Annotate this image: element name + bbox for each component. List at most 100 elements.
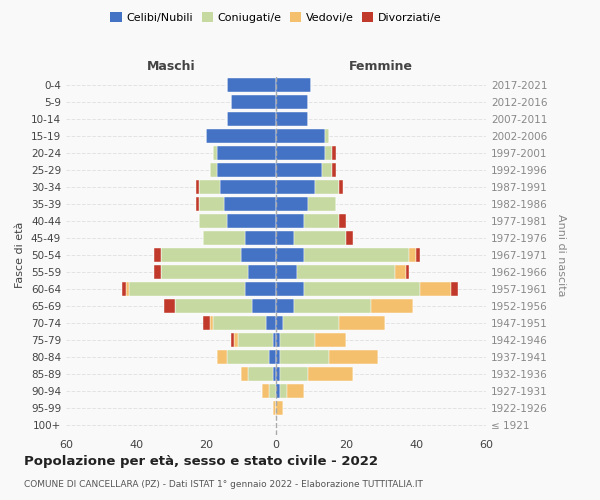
Y-axis label: Fasce di età: Fasce di età — [16, 222, 25, 288]
Bar — [276, 231, 293, 245]
Bar — [217, 350, 227, 364]
Bar — [280, 350, 329, 364]
Bar — [276, 95, 308, 109]
Bar — [339, 214, 346, 228]
Bar — [419, 282, 451, 296]
Bar — [276, 248, 304, 262]
Bar — [280, 333, 314, 347]
Bar — [276, 112, 308, 126]
Bar — [276, 316, 283, 330]
Bar — [276, 78, 311, 92]
Bar — [276, 163, 322, 177]
Bar — [332, 163, 335, 177]
Bar — [206, 129, 276, 143]
Bar — [332, 146, 335, 160]
Bar — [276, 265, 297, 279]
Bar — [346, 231, 353, 245]
Bar — [220, 180, 276, 194]
Bar — [248, 265, 276, 279]
Bar — [276, 384, 280, 398]
Bar — [293, 299, 371, 313]
Bar — [199, 214, 227, 228]
Bar — [272, 333, 276, 347]
Bar — [209, 163, 217, 177]
Bar — [304, 282, 419, 296]
Bar — [395, 265, 406, 279]
Bar — [276, 197, 308, 211]
Bar — [161, 265, 248, 279]
Bar — [276, 146, 325, 160]
Bar — [262, 384, 269, 398]
Bar — [276, 282, 304, 296]
Bar — [371, 299, 413, 313]
Text: Maschi: Maschi — [146, 60, 196, 74]
Bar — [293, 231, 346, 245]
Bar — [241, 367, 248, 381]
Bar — [451, 282, 458, 296]
Bar — [161, 248, 241, 262]
Bar — [304, 214, 339, 228]
Bar — [164, 299, 175, 313]
Bar — [280, 367, 308, 381]
Bar — [154, 248, 161, 262]
Bar — [339, 316, 385, 330]
Bar — [283, 316, 339, 330]
Bar — [304, 248, 409, 262]
Bar — [154, 265, 161, 279]
Bar — [314, 180, 339, 194]
Bar — [122, 282, 125, 296]
Bar — [241, 248, 276, 262]
Bar — [276, 367, 280, 381]
Bar — [409, 248, 416, 262]
Text: COMUNE DI CANCELLARA (PZ) - Dati ISTAT 1° gennaio 2022 - Elaborazione TUTTITALIA: COMUNE DI CANCELLARA (PZ) - Dati ISTAT 1… — [24, 480, 423, 489]
Bar — [325, 129, 329, 143]
Bar — [238, 333, 272, 347]
Bar — [125, 282, 129, 296]
Bar — [199, 197, 223, 211]
Bar — [322, 163, 332, 177]
Bar — [287, 384, 304, 398]
Legend: Celibi/Nubili, Coniugati/e, Vedovi/e, Divorziati/e: Celibi/Nubili, Coniugati/e, Vedovi/e, Di… — [106, 8, 446, 28]
Bar — [251, 299, 276, 313]
Bar — [245, 231, 276, 245]
Bar — [227, 350, 269, 364]
Bar — [276, 129, 325, 143]
Bar — [217, 163, 276, 177]
Bar — [245, 282, 276, 296]
Bar — [339, 180, 343, 194]
Bar — [314, 333, 346, 347]
Bar — [269, 350, 276, 364]
Bar — [329, 350, 377, 364]
Bar — [276, 350, 280, 364]
Y-axis label: Anni di nascita: Anni di nascita — [556, 214, 566, 296]
Bar — [175, 299, 251, 313]
Bar — [308, 367, 353, 381]
Bar — [272, 401, 276, 415]
Bar — [227, 112, 276, 126]
Bar — [265, 316, 276, 330]
Bar — [230, 333, 234, 347]
Bar — [248, 367, 272, 381]
Bar — [203, 231, 245, 245]
Bar — [297, 265, 395, 279]
Bar — [406, 265, 409, 279]
Bar — [213, 146, 217, 160]
Bar — [129, 282, 245, 296]
Bar — [196, 197, 199, 211]
Bar — [203, 316, 209, 330]
Bar — [223, 197, 276, 211]
Text: Popolazione per età, sesso e stato civile - 2022: Popolazione per età, sesso e stato civil… — [24, 455, 378, 468]
Bar — [276, 214, 304, 228]
Bar — [276, 333, 280, 347]
Bar — [196, 180, 199, 194]
Bar — [217, 146, 276, 160]
Bar — [199, 180, 220, 194]
Bar — [276, 180, 314, 194]
Bar — [416, 248, 419, 262]
Bar — [308, 197, 335, 211]
Text: Femmine: Femmine — [349, 60, 413, 74]
Bar — [272, 367, 276, 381]
Bar — [276, 299, 293, 313]
Bar — [269, 384, 276, 398]
Bar — [276, 401, 283, 415]
